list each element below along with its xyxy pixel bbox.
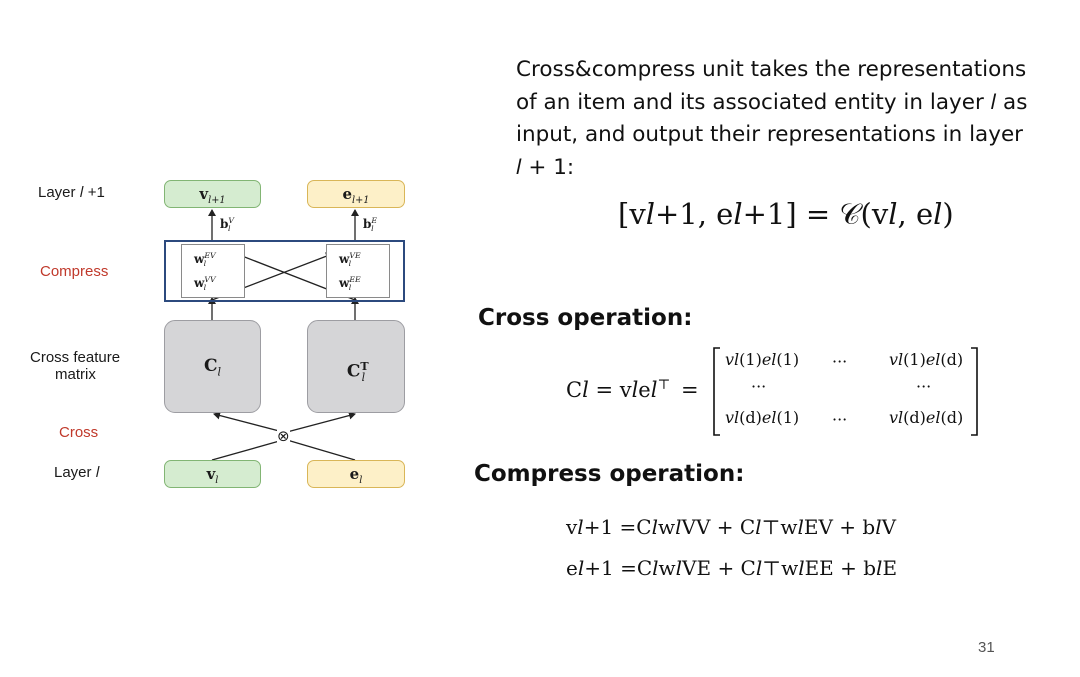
bias-e-symbol: b <box>363 217 372 231</box>
bias-v-label: bVl <box>220 216 235 234</box>
weight-ev: wEVl <box>194 251 216 269</box>
bias-v-sup: V <box>228 216 235 225</box>
node-e-l-symbol: e <box>349 465 360 483</box>
matrix-cell-r2c1: ··· <box>751 377 767 396</box>
matrix-cell-r1c2: ··· <box>832 352 848 371</box>
weight-vv-sup: VV <box>204 275 216 284</box>
weight-ve: wVEl <box>339 251 361 269</box>
weights-right-box: wVEl wEEl <box>326 244 390 298</box>
node-cross-matrix: Cl <box>164 320 261 413</box>
node-e-next-sub: l+1 <box>352 195 370 206</box>
weight-ve-sup: VE <box>349 251 361 260</box>
bias-v-sub: l <box>228 224 231 234</box>
node-e-next: el+1 <box>307 180 405 208</box>
node-cross-matrix-transpose-sup: T <box>360 360 369 373</box>
matrix-cell-r1c3: 𝑣𝑙(1)𝑒𝑙(d) <box>889 350 964 369</box>
node-v-l: vl <box>164 460 261 488</box>
description-line-2: of an item and its associated entity in … <box>516 89 1028 115</box>
compress-operation-heading: Compress operation: <box>474 461 745 487</box>
node-cross-matrix-transpose: CTl <box>307 320 405 413</box>
weight-ee: wEEl <box>339 275 361 293</box>
label-layer: Layer 𝑙 <box>54 464 100 481</box>
cross-equation-equals: = <box>680 378 699 402</box>
bias-v-symbol: b <box>220 217 229 231</box>
bias-e-sup: E <box>371 216 378 225</box>
description-line-4: 𝑙 + 1: <box>516 154 575 180</box>
description-line-1: Cross&compress unit takes the representa… <box>516 57 1027 82</box>
node-v-next-sub: l+1 <box>208 195 226 206</box>
matrix-cell-r2c3: ··· <box>916 377 932 396</box>
weight-vv-symbol: w <box>194 276 205 290</box>
weight-ev-symbol: w <box>194 252 205 266</box>
compress-layer-frame <box>164 240 405 302</box>
label-compress: Compress <box>40 263 109 280</box>
node-cross-matrix-transpose-symbol: C <box>346 361 361 382</box>
arrow-vl-to-cross <box>211 439 284 461</box>
weight-ve-sub: l <box>348 259 352 269</box>
weight-vv-sub: l <box>203 283 207 293</box>
weight-ee-sub: l <box>348 283 352 293</box>
cross-equation-lhs-sup: ⊤ <box>657 377 671 393</box>
node-v-l-symbol: v <box>206 465 216 483</box>
weight-ev-sup: EV <box>204 251 216 260</box>
cross-equation-lhs: C𝑙 = v𝑙e𝑙⊤ = <box>566 377 699 402</box>
matrix-brackets <box>713 347 978 436</box>
description-line-3: input, and output their representations … <box>516 122 1024 147</box>
node-cross-matrix-transpose-sub: l <box>361 371 366 385</box>
label-cross: Cross <box>59 424 99 441</box>
compress-equation-v: v𝑙+1 =C𝑙w𝑙VV + C𝑙⊤w𝑙EV + b𝑙V <box>566 515 897 539</box>
node-v-l-sub: l <box>215 475 219 486</box>
node-cross-matrix-sub: l <box>217 365 222 379</box>
node-v-next-symbol: v <box>199 185 209 203</box>
page-number: 31 <box>978 639 995 656</box>
node-v-next: vl+1 <box>164 180 261 208</box>
bias-e-label: bEl <box>363 216 378 234</box>
matrix-cell-r3c3: 𝑣𝑙(d)𝑒𝑙(d) <box>889 408 964 427</box>
cross-operation-heading: Cross operation: <box>478 305 693 331</box>
matrix-cell-r1c1: 𝑣𝑙(1)𝑒𝑙(1) <box>725 350 800 369</box>
node-e-l: el <box>307 460 405 488</box>
main-equation: [v𝑙+1, e𝑙+1] = 𝒞(v𝑙, e𝑙) <box>618 197 954 231</box>
weight-vv: wVVl <box>194 275 216 293</box>
weight-ve-symbol: w <box>339 252 350 266</box>
label-cross-feature-matrix-line2: matrix <box>55 366 96 383</box>
node-e-l-sub: l <box>359 475 363 486</box>
weight-ev-sub: l <box>203 259 207 269</box>
label-layer-next: Layer 𝑙 +1 <box>38 184 105 201</box>
weight-ee-symbol: w <box>339 276 350 290</box>
arrow-el-to-cross <box>286 439 356 461</box>
weight-ee-sup: EE <box>349 275 361 284</box>
matrix-cell-r3c1: 𝑣𝑙(d)𝑒𝑙(1) <box>725 408 800 427</box>
arrow-cross-to-clt <box>286 411 356 433</box>
matrix-cell-r3c2: ··· <box>832 410 848 429</box>
weights-left-box: wEVl wVVl <box>181 244 245 298</box>
arrow-cross-to-cl <box>213 411 284 433</box>
label-cross-feature-matrix-line1: Cross feature <box>30 349 121 366</box>
cross-operator-icon: ⊗ <box>277 427 290 445</box>
node-cross-matrix-symbol: C <box>203 356 218 376</box>
node-e-next-symbol: e <box>342 185 353 203</box>
cross-compress-diagram: Layer 𝑙 +1 Compress Cross feature matrix… <box>0 0 460 677</box>
bias-e-sub: l <box>371 224 374 234</box>
unit-description: Cross&compress unit takes the representa… <box>516 54 1056 184</box>
cross-equation-lhs-text: C𝑙 = v𝑙e𝑙 <box>566 378 658 402</box>
compress-equation-e: e𝑙+1 =C𝑙w𝑙VE + C𝑙⊤w𝑙EE + b𝑙E <box>566 556 898 580</box>
